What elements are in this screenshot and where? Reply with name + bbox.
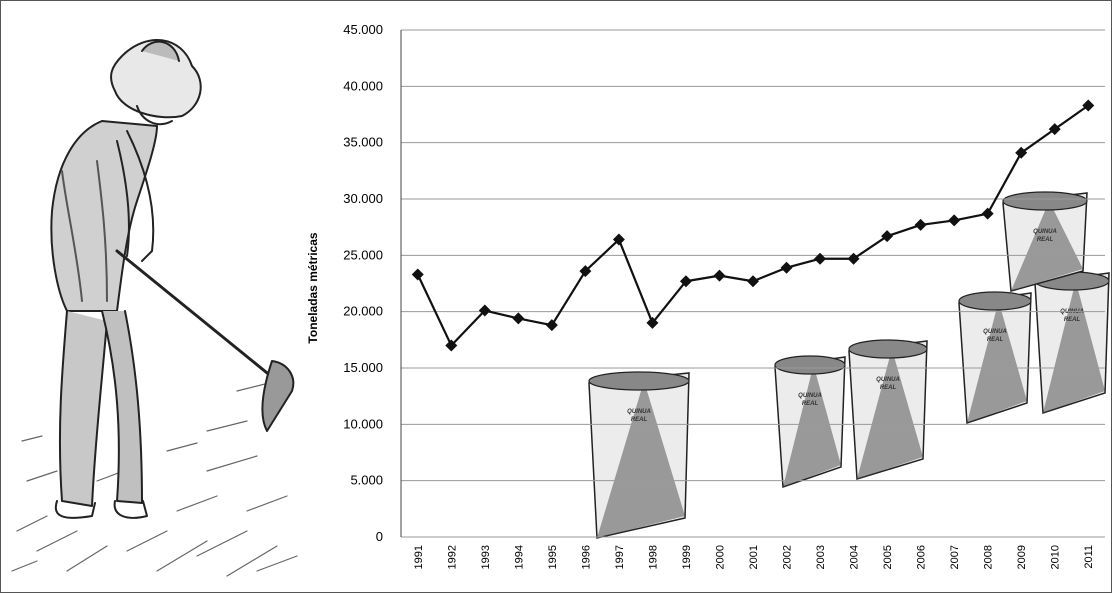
y-tick-label: 45.000 xyxy=(343,22,383,37)
x-tick-label: 2010 xyxy=(1050,545,1062,569)
quinoa-bag: QUINUA REAL xyxy=(588,371,690,539)
y-tick-label: 35.000 xyxy=(343,135,383,150)
svg-text:REAL: REAL xyxy=(802,401,819,407)
x-tick-label: 2005 xyxy=(882,545,894,569)
data-point xyxy=(713,269,726,282)
x-tick-label: 2003 xyxy=(815,545,827,569)
svg-text:QUINUA: QUINUA xyxy=(983,329,1007,335)
x-tick-label: 1997 xyxy=(614,545,626,569)
data-point xyxy=(780,261,793,274)
svg-text:REAL: REAL xyxy=(631,417,648,423)
svg-text:QUINUA: QUINUA xyxy=(876,377,900,383)
x-tick-label: 1999 xyxy=(681,545,693,569)
svg-text:REAL: REAL xyxy=(1037,237,1054,243)
x-tick-label: 2002 xyxy=(782,545,794,569)
series-markers xyxy=(411,99,1095,352)
y-tick-label: 20.000 xyxy=(343,304,383,319)
y-tick-label: 25.000 xyxy=(343,247,383,262)
data-point xyxy=(948,214,961,227)
x-tick-label: 1994 xyxy=(513,545,525,569)
data-point xyxy=(579,265,592,278)
x-axis-ticks: 1991 1992 1993 1994 1995 1996 1997 1998 1999 2000… xyxy=(413,545,1095,569)
data-point xyxy=(411,268,424,281)
x-tick-label: 1993 xyxy=(480,545,492,569)
data-point xyxy=(981,207,994,220)
data-point xyxy=(679,275,692,288)
data-point xyxy=(445,339,458,352)
x-tick-label: 1996 xyxy=(580,545,592,569)
data-point xyxy=(478,304,491,317)
y-tick-label: 0 xyxy=(376,529,383,544)
y-tick-label: 5.000 xyxy=(350,473,383,488)
x-tick-label: 1995 xyxy=(547,545,559,569)
quinoa-bag: QUINUA REAL xyxy=(774,355,846,489)
y-tick-label: 10.000 xyxy=(343,416,383,431)
data-point xyxy=(747,275,759,288)
svg-text:REAL: REAL xyxy=(1064,317,1081,323)
x-tick-label: 2009 xyxy=(1016,545,1028,569)
x-tick-label: 2000 xyxy=(714,545,726,569)
svg-text:QUINUA: QUINUA xyxy=(798,393,822,399)
data-point xyxy=(612,233,625,246)
y-tick-label: 30.000 xyxy=(343,191,383,206)
x-tick-label: 2001 xyxy=(748,545,760,569)
quinoa-bag: QUINUA REAL xyxy=(1002,191,1088,292)
data-point xyxy=(1082,99,1095,112)
y-axis-ticks: 0 5.000 10.000 15.000 20.000 25.000 30.000 35.0… xyxy=(343,22,383,544)
svg-text:REAL: REAL xyxy=(880,385,897,391)
y-tick-label: 40.000 xyxy=(343,78,383,93)
grid-lines xyxy=(400,29,1105,538)
data-point xyxy=(512,312,525,325)
data-point xyxy=(881,230,894,243)
quinoa-bags-illustration: QUINUA REAL QUINUA REAL QUINUA REAL QUINUA REAL… xyxy=(588,191,1110,539)
x-tick-label: 2004 xyxy=(849,545,861,569)
x-tick-label: 1998 xyxy=(647,545,659,569)
x-tick-label: 2007 xyxy=(949,545,961,569)
data-point xyxy=(847,252,860,265)
y-axis-title: Toneladas métricas xyxy=(306,232,320,343)
data-point xyxy=(545,319,558,332)
x-tick-label: 1992 xyxy=(446,545,458,569)
svg-text:QUINUA: QUINUA xyxy=(627,409,651,415)
svg-text:QUINUA: QUINUA xyxy=(1033,229,1057,235)
x-tick-label: 2008 xyxy=(983,545,995,569)
data-point xyxy=(1015,146,1028,159)
x-tick-label: 2006 xyxy=(916,545,928,569)
x-tick-label: 2011 xyxy=(1083,545,1095,569)
quinoa-bag: QUINUA REAL xyxy=(848,339,928,480)
quinoa-bag: QUINUA REAL xyxy=(958,291,1032,425)
svg-text:REAL: REAL xyxy=(987,337,1004,343)
y-tick-label: 15.000 xyxy=(343,360,383,375)
data-point xyxy=(646,316,659,329)
data-point xyxy=(914,218,927,231)
farmer-hoeing-illustration xyxy=(11,39,298,577)
data-point xyxy=(814,252,827,265)
x-tick-label: 1991 xyxy=(413,545,425,569)
data-point xyxy=(1048,123,1061,136)
